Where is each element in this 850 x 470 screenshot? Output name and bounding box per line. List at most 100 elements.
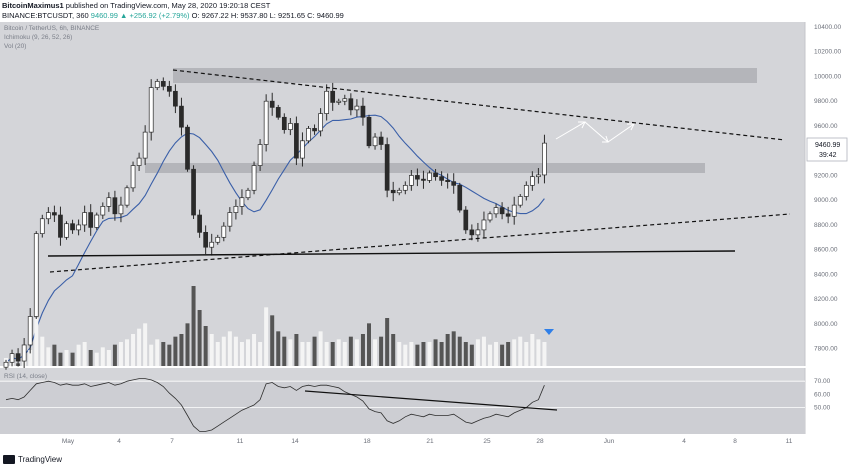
volume-bar bbox=[439, 342, 444, 366]
footer-brand: TradingView bbox=[18, 455, 63, 464]
volume-bar bbox=[421, 342, 426, 366]
candle-body bbox=[300, 140, 305, 159]
volume-bar bbox=[264, 307, 269, 366]
candle-body bbox=[100, 206, 106, 216]
candle-body bbox=[366, 116, 372, 147]
volume-bar bbox=[173, 336, 178, 366]
rsi-trendline[interactable] bbox=[304, 390, 558, 411]
price-tick-label: 9200.00 bbox=[814, 172, 838, 179]
candle-body bbox=[318, 113, 323, 132]
volume-bar bbox=[185, 323, 190, 366]
volume-bar bbox=[385, 318, 390, 366]
time-tick-label: 4 bbox=[682, 438, 686, 445]
volume-bar bbox=[70, 352, 75, 366]
candle-body bbox=[536, 174, 541, 178]
candle-body bbox=[263, 100, 269, 145]
candle-body bbox=[469, 229, 475, 236]
time-tick-label: 18 bbox=[363, 438, 371, 445]
volume-bar bbox=[52, 344, 57, 366]
volume-bar bbox=[34, 318, 39, 366]
candle-body bbox=[203, 232, 208, 248]
candle-body bbox=[336, 100, 342, 103]
volume-bar bbox=[161, 342, 166, 366]
candle-body bbox=[64, 223, 69, 238]
volume-bar bbox=[500, 344, 505, 366]
candle-body bbox=[487, 213, 493, 221]
last-price-label: 9460.99 bbox=[815, 142, 840, 149]
candle-body bbox=[209, 241, 215, 248]
candle-body bbox=[348, 98, 354, 111]
candle-body bbox=[463, 209, 469, 231]
volume-bar bbox=[318, 331, 323, 366]
price-tick-label: 8600.00 bbox=[814, 247, 838, 254]
volume-bar bbox=[494, 342, 499, 366]
candle-body bbox=[330, 90, 336, 103]
volume-bar bbox=[40, 336, 45, 366]
ichimoku-legend: Ichimoku (9, 26, 52, 26) bbox=[4, 34, 72, 41]
volume-bar bbox=[125, 339, 129, 366]
candle-body bbox=[142, 131, 148, 159]
ascending-trendline[interactable] bbox=[49, 213, 791, 273]
candle-body bbox=[415, 175, 420, 180]
price-tick-label: 9000.00 bbox=[814, 197, 838, 204]
volume-bar bbox=[409, 342, 414, 366]
candle-body bbox=[58, 214, 63, 238]
candle-body bbox=[481, 219, 487, 231]
volume-bar bbox=[348, 336, 353, 366]
time-tick-label: 8 bbox=[733, 438, 737, 445]
volume-bar bbox=[209, 334, 214, 366]
candle-body bbox=[197, 214, 202, 233]
volume-bar bbox=[143, 323, 148, 366]
candle-body bbox=[360, 105, 366, 118]
symbol-info: BINANCE:BTCUSDT, 360 bbox=[2, 11, 89, 20]
time-tick-label: 25 bbox=[483, 438, 491, 445]
volume-bar bbox=[88, 350, 93, 366]
volume-bar bbox=[397, 342, 402, 366]
horizontal-support-line[interactable] bbox=[47, 250, 736, 257]
candle-body bbox=[21, 344, 27, 362]
candle-body bbox=[191, 168, 196, 216]
volume-bar bbox=[324, 342, 329, 366]
candle-body bbox=[517, 196, 523, 206]
candle-body bbox=[451, 181, 457, 186]
volume-bar bbox=[330, 342, 335, 366]
candle-body bbox=[173, 90, 178, 107]
price-tick-label: 8800.00 bbox=[814, 222, 838, 229]
candle-body bbox=[112, 197, 118, 215]
descending-trendline[interactable] bbox=[172, 69, 786, 141]
candle-body bbox=[439, 176, 444, 181]
author-name[interactable]: BitcoinMaximus1 bbox=[2, 1, 64, 10]
volume-bar bbox=[258, 342, 263, 366]
volume-bar bbox=[191, 286, 196, 366]
candle-body bbox=[160, 81, 166, 87]
price-tick-label: 10200.00 bbox=[814, 49, 841, 56]
volume-bar bbox=[28, 350, 33, 366]
candle-body bbox=[294, 123, 299, 159]
volume-bar bbox=[46, 347, 51, 366]
volume-bar bbox=[536, 339, 541, 366]
volume-bar bbox=[524, 342, 529, 366]
time-tick-label: May bbox=[62, 438, 75, 445]
candle-body bbox=[148, 87, 154, 133]
volume-bar bbox=[506, 342, 511, 366]
rsi-axis: 70.00 60.00 50.00 bbox=[814, 378, 831, 411]
candle-body bbox=[257, 144, 263, 166]
volume-bar bbox=[336, 339, 341, 366]
volume-bar bbox=[252, 334, 257, 366]
candle-body bbox=[493, 207, 499, 215]
candle-body bbox=[124, 187, 130, 206]
volume-bar bbox=[367, 323, 371, 366]
price-axis[interactable]: 10400.00 10200.00 10000.00 9800.00 9600.00 94… bbox=[814, 24, 841, 353]
volume-bar bbox=[167, 344, 172, 366]
volume-bar bbox=[215, 342, 220, 366]
volume-legend: Vol (20) bbox=[4, 43, 26, 50]
time-axis[interactable]: May 4 7 11 14 18 21 25 28 Jun 4 8 11 bbox=[62, 438, 793, 445]
volume-bar bbox=[82, 342, 87, 366]
volume-bars bbox=[4, 286, 547, 366]
symbol-line: BINANCE:BTCUSDT, 360 9460.99 ▲ +256.92 (… bbox=[2, 11, 344, 20]
candle-body bbox=[269, 100, 275, 108]
volume-bar bbox=[137, 328, 142, 366]
candle-body bbox=[239, 197, 245, 207]
price-tick-label: 10000.00 bbox=[814, 73, 841, 80]
